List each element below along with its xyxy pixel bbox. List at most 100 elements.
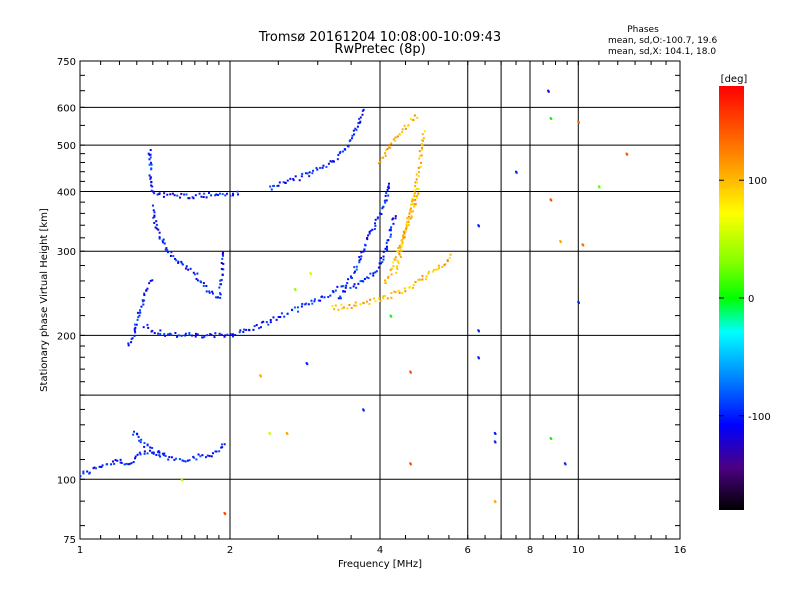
x-mode-point bbox=[382, 297, 385, 300]
scatter-point bbox=[293, 288, 296, 291]
x-mode-point bbox=[418, 278, 421, 281]
x-mode-point bbox=[401, 241, 404, 244]
o-mode-point bbox=[351, 137, 354, 140]
x-mode-point bbox=[415, 178, 418, 181]
o-mode-point bbox=[137, 435, 140, 438]
o-mode-point bbox=[320, 295, 323, 298]
x-mode-point bbox=[382, 156, 385, 159]
o-mode-point bbox=[332, 160, 335, 163]
x-mode-point bbox=[380, 157, 383, 160]
scatter-point bbox=[597, 185, 600, 188]
x-mode-point bbox=[392, 265, 395, 268]
x-mode-point bbox=[412, 193, 415, 196]
o-mode-point bbox=[171, 192, 174, 195]
o-mode-point bbox=[343, 148, 346, 151]
scatter-point bbox=[563, 462, 566, 465]
o-mode-point bbox=[231, 333, 234, 336]
x-mode-point bbox=[391, 267, 394, 270]
o-mode-point bbox=[313, 300, 316, 303]
o-mode-point bbox=[132, 433, 135, 436]
o-mode-point bbox=[88, 471, 91, 474]
o-mode-point bbox=[270, 188, 273, 191]
o-mode-point bbox=[98, 465, 101, 468]
o-mode-point bbox=[178, 458, 181, 461]
x-mode-point bbox=[353, 304, 356, 307]
o-mode-point bbox=[143, 452, 146, 455]
y-tick-label: 200 bbox=[57, 331, 76, 342]
o-mode-point bbox=[347, 278, 350, 281]
o-mode-point bbox=[238, 331, 241, 334]
o-mode-point bbox=[176, 194, 179, 197]
o-mode-point bbox=[134, 326, 137, 329]
o-mode-point bbox=[182, 263, 185, 266]
x-mode-point bbox=[355, 304, 358, 307]
o-mode-point bbox=[191, 196, 194, 199]
plot-area: 1 2 4 6 8 10 16 75 100 200 300 400 500 600 750 bbox=[57, 57, 686, 556]
x-mode-point bbox=[377, 297, 380, 300]
o-mode-point bbox=[385, 199, 388, 202]
o-mode-point bbox=[376, 216, 379, 219]
scatter-point bbox=[409, 371, 412, 374]
x-mode-point bbox=[410, 210, 413, 213]
o-mode-point bbox=[139, 311, 142, 314]
o-mode-point bbox=[165, 247, 168, 250]
o-mode-point bbox=[361, 109, 364, 112]
o-mode-point bbox=[145, 289, 148, 292]
o-mode-point bbox=[292, 178, 295, 181]
o-mode-point bbox=[304, 172, 307, 175]
o-mode-point bbox=[210, 333, 213, 336]
o-mode-point bbox=[376, 217, 379, 220]
x-mode-point bbox=[384, 280, 387, 283]
y-tick-label: 100 bbox=[57, 475, 76, 486]
o-mode-point bbox=[154, 226, 157, 229]
o-mode-point bbox=[310, 299, 313, 302]
o-mode-point bbox=[367, 277, 370, 280]
x-mode-point bbox=[354, 301, 357, 304]
o-mode-point bbox=[166, 251, 169, 254]
o-mode-point bbox=[218, 286, 221, 289]
x-mode-point bbox=[449, 253, 452, 256]
o-mode-point bbox=[166, 249, 169, 252]
o-mode-point bbox=[155, 220, 158, 223]
x-tick-label: 8 bbox=[527, 545, 533, 556]
o-mode-point bbox=[272, 316, 275, 319]
o-mode-point bbox=[187, 197, 190, 200]
o-mode-point bbox=[353, 266, 356, 269]
x-mode-point bbox=[421, 133, 424, 136]
o-mode-point bbox=[307, 303, 310, 306]
o-mode-point bbox=[177, 334, 180, 337]
x-mode-point bbox=[412, 284, 415, 287]
o-mode-point bbox=[265, 321, 268, 324]
o-mode-point bbox=[155, 223, 158, 226]
scatter-point bbox=[549, 436, 552, 439]
o-mode-point bbox=[392, 217, 395, 220]
x-mode-point bbox=[420, 154, 423, 157]
x-mode-point bbox=[346, 307, 349, 310]
x-mode-point bbox=[419, 154, 422, 157]
o-mode-point bbox=[297, 310, 300, 313]
x-mode-point bbox=[421, 139, 424, 142]
o-mode-point bbox=[162, 238, 165, 241]
o-mode-point bbox=[170, 456, 173, 459]
scatter-point bbox=[180, 478, 183, 481]
x-mode-point bbox=[417, 192, 420, 195]
o-mode-point bbox=[226, 333, 229, 336]
o-mode-point bbox=[143, 292, 146, 295]
x-mode-point bbox=[432, 268, 435, 271]
o-mode-point bbox=[141, 299, 144, 302]
x-mode-point bbox=[409, 286, 412, 289]
scatter-point bbox=[477, 330, 480, 333]
o-mode-point bbox=[363, 277, 366, 280]
x-mode-point bbox=[416, 278, 419, 281]
x-mode-point bbox=[401, 128, 404, 131]
o-mode-point bbox=[203, 335, 206, 338]
x-mode-point bbox=[388, 143, 391, 146]
o-mode-point bbox=[222, 268, 225, 271]
o-mode-point bbox=[188, 331, 191, 334]
o-mode-point bbox=[387, 239, 390, 242]
o-mode-point bbox=[221, 251, 224, 254]
o-mode-point bbox=[355, 265, 358, 268]
x-mode-point bbox=[413, 195, 416, 198]
o-mode-point bbox=[269, 321, 272, 324]
o-mode-point bbox=[289, 177, 292, 180]
